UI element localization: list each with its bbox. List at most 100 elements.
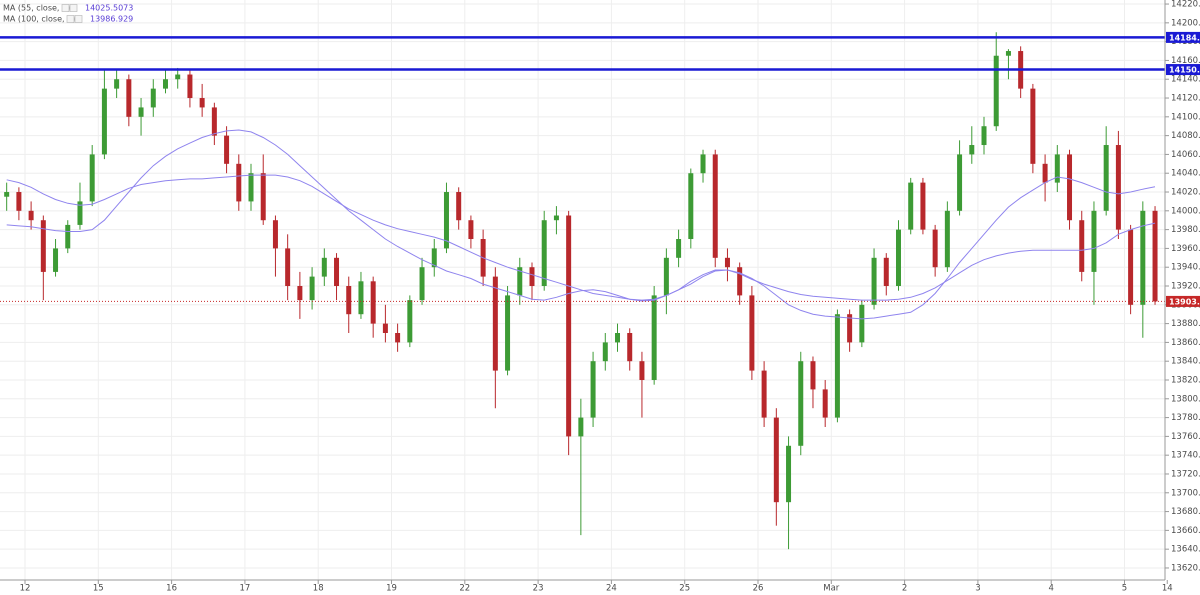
candle-body bbox=[285, 248, 291, 287]
y-tick-label: 13980.0 bbox=[1171, 225, 1200, 235]
candle-body bbox=[334, 257, 340, 287]
y-tick-label: 13960.0 bbox=[1171, 244, 1200, 254]
candle-body bbox=[712, 154, 718, 258]
candle-body bbox=[260, 173, 266, 221]
candle-body bbox=[1128, 229, 1134, 305]
candle-body bbox=[590, 361, 596, 418]
legend-icon bbox=[69, 4, 78, 12]
level-label-box bbox=[1166, 31, 1200, 43]
y-tick-label: 14060.0 bbox=[1171, 150, 1200, 160]
candle-body bbox=[517, 267, 523, 296]
candle-body bbox=[1067, 154, 1073, 221]
last-price-box bbox=[1166, 295, 1200, 307]
candle-body bbox=[822, 389, 828, 418]
candle-body bbox=[578, 417, 584, 437]
x-tick-label: 15 bbox=[93, 584, 104, 594]
candle-body bbox=[236, 163, 242, 202]
y-tick-label: 13860.0 bbox=[1171, 338, 1200, 348]
y-tick-label: 14100.0 bbox=[1171, 112, 1200, 122]
y-tick-label: 14000.0 bbox=[1171, 206, 1200, 216]
candle-body bbox=[492, 276, 498, 371]
candle-body bbox=[700, 154, 706, 174]
legend-value: 13986.929 bbox=[90, 15, 133, 24]
candle-body bbox=[199, 98, 205, 108]
candle-body bbox=[981, 126, 987, 146]
x-tick-label: 24 bbox=[606, 584, 617, 594]
candle-body bbox=[175, 74, 181, 80]
x-tick-label: 16 bbox=[166, 584, 177, 594]
candle-body bbox=[297, 286, 303, 301]
candle-body bbox=[773, 417, 779, 503]
candle-body bbox=[1091, 210, 1097, 272]
candle-body bbox=[370, 281, 376, 324]
legend-name: MA (100, close, 0) bbox=[3, 15, 75, 24]
legend-icon bbox=[66, 15, 75, 23]
x-tick-label: 5 bbox=[1122, 584, 1127, 594]
candle-body bbox=[883, 257, 889, 287]
candle-body bbox=[40, 220, 46, 272]
candle-body bbox=[16, 192, 22, 211]
candle-body bbox=[114, 79, 120, 89]
candle-body bbox=[944, 210, 950, 268]
x-tick-label: 26 bbox=[753, 584, 764, 594]
y-tick-label: 13700.0 bbox=[1171, 488, 1200, 498]
candle-body bbox=[126, 79, 132, 117]
candle-body bbox=[224, 135, 230, 164]
candle-body bbox=[211, 107, 217, 136]
candle-body bbox=[566, 215, 572, 437]
x-tick-label: 3 bbox=[975, 584, 980, 594]
candle-body bbox=[358, 281, 364, 315]
candle-body bbox=[382, 323, 388, 333]
candle-body bbox=[28, 210, 34, 221]
candle-body bbox=[895, 229, 901, 287]
candle-body bbox=[456, 192, 462, 221]
candle-body bbox=[53, 248, 59, 272]
candle-body bbox=[1042, 163, 1048, 183]
y-tick-label: 13820.0 bbox=[1171, 375, 1200, 385]
y-tick-label: 13760.0 bbox=[1171, 432, 1200, 442]
y-tick-label: 13740.0 bbox=[1171, 451, 1200, 461]
y-tick-label: 14120.0 bbox=[1171, 94, 1200, 104]
candle-body bbox=[1103, 145, 1109, 211]
candle-body bbox=[407, 300, 413, 343]
candle-body bbox=[786, 445, 792, 503]
candle-body bbox=[1030, 88, 1036, 164]
y-tick-label: 14160.0 bbox=[1171, 56, 1200, 66]
level-label: 14184.5 bbox=[1169, 33, 1200, 42]
candle-body bbox=[321, 257, 327, 277]
candle-body bbox=[187, 74, 193, 99]
candle-body bbox=[395, 332, 401, 343]
y-tick-label: 14200.0 bbox=[1171, 18, 1200, 28]
candle-body bbox=[798, 361, 804, 446]
y-tick-label: 14080.0 bbox=[1171, 131, 1200, 141]
candle-body bbox=[969, 145, 975, 155]
candle-body bbox=[4, 192, 10, 197]
x-tick-label: 2 bbox=[902, 584, 907, 594]
y-tick-label: 13840.0 bbox=[1171, 357, 1200, 367]
x-tick-label: 25 bbox=[679, 584, 690, 594]
candle-body bbox=[1054, 154, 1060, 183]
y-tick-label: 13720.0 bbox=[1171, 469, 1200, 479]
candle-body bbox=[871, 257, 877, 305]
candle-body bbox=[553, 215, 559, 221]
candle-body bbox=[346, 286, 352, 315]
candle-body bbox=[541, 220, 547, 287]
candle-body bbox=[1115, 145, 1121, 230]
candle-body bbox=[993, 55, 999, 127]
candle-body bbox=[688, 173, 694, 240]
candle-body bbox=[663, 257, 669, 296]
candle-body bbox=[419, 267, 425, 301]
last-price-label: 13903.6 bbox=[1169, 297, 1200, 306]
legend-name: MA (55, close, 0) bbox=[3, 4, 70, 13]
y-tick-label: 13780.0 bbox=[1171, 413, 1200, 423]
candle-body bbox=[101, 88, 107, 155]
y-tick-label: 14220.0 bbox=[1171, 0, 1200, 10]
candle-body bbox=[138, 107, 144, 117]
x-tick-label: Mar bbox=[823, 584, 840, 594]
marks bbox=[4, 32, 1158, 550]
candle-body bbox=[847, 314, 853, 343]
y-tick-label: 13940.0 bbox=[1171, 263, 1200, 273]
